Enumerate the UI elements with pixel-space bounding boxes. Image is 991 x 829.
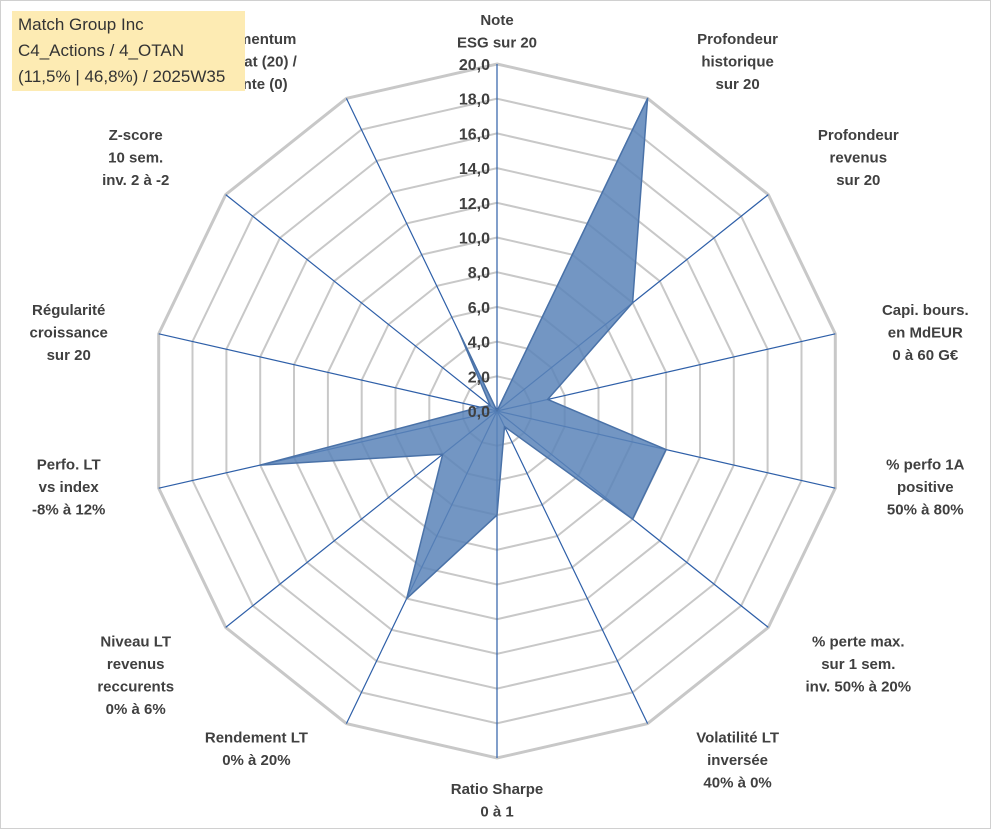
axis-label: reccurents bbox=[97, 678, 174, 695]
axis-label: 50% à 80% bbox=[887, 502, 964, 519]
tick-label: 18,0 bbox=[459, 92, 490, 109]
axis-label: Capi. bours. bbox=[882, 302, 969, 319]
axis-spoke bbox=[496, 333, 836, 412]
axis-label: % perfo 1A bbox=[886, 457, 965, 474]
axis-label: revenus bbox=[107, 656, 165, 673]
axis-label: Z-score bbox=[109, 127, 163, 144]
axis-label: Volatilité LT bbox=[696, 730, 779, 747]
axis-label: 40% à 0% bbox=[703, 775, 771, 792]
info-stats-week: (11,5% | 46,8%) / 2025W35 bbox=[18, 67, 226, 86]
axis-label: 0 à 1 bbox=[480, 804, 513, 821]
axis-spoke bbox=[225, 194, 498, 412]
axis-label: Niveau LT bbox=[100, 633, 171, 650]
axis-label: positive bbox=[897, 479, 954, 496]
tick-label: 12,0 bbox=[459, 196, 490, 213]
axis-label: Perfo. LT bbox=[37, 457, 101, 474]
axis-label: inv. 2 à -2 bbox=[102, 172, 169, 189]
axis-label: 0 à 60 G€ bbox=[892, 347, 959, 364]
tick-label: 20,0 bbox=[459, 57, 490, 74]
axis-label: Note bbox=[480, 12, 513, 29]
axis-label: historique bbox=[701, 53, 774, 70]
tick-label: 2,0 bbox=[468, 369, 490, 386]
axis-label: Rendement LT bbox=[205, 730, 308, 747]
data-series-area bbox=[259, 97, 667, 600]
axis-label: Profondeur bbox=[697, 31, 778, 48]
tick-label: 14,0 bbox=[459, 161, 490, 178]
tick-label: 6,0 bbox=[468, 300, 490, 317]
axis-label: inversée bbox=[707, 752, 768, 769]
axis-label: sur 20 bbox=[836, 172, 880, 189]
axis-label: sur 20 bbox=[715, 76, 759, 93]
axis-label: vs index bbox=[39, 479, 100, 496]
axis-label: 0% à 6% bbox=[106, 701, 166, 718]
axis-label: sur 1 sem. bbox=[821, 656, 895, 673]
tick-label: 16,0 bbox=[459, 126, 490, 143]
tick-label: 4,0 bbox=[468, 335, 490, 352]
tick-label: 10,0 bbox=[459, 231, 490, 248]
tick-label: 0,0 bbox=[468, 404, 490, 421]
axis-label: revenus bbox=[830, 150, 888, 167]
axis-labels: Note ESG sur 20 Profondeur historique sur 20… bbox=[30, 12, 969, 821]
axis-label: sur 20 bbox=[47, 347, 91, 364]
axis-label: % perte max. bbox=[812, 633, 905, 650]
axis-label: Ratio Sharpe bbox=[451, 781, 544, 798]
tick-labels: 0,0 2,0 4,0 6,0 8,0 10,0 12,0 14,0 16,0 18,0 20,0 bbox=[459, 57, 490, 421]
axis-label: 10 sem. bbox=[108, 150, 163, 167]
axis-label: en MdEUR bbox=[888, 325, 963, 342]
axis-label: inv. 50% à 20% bbox=[805, 678, 911, 695]
axis-label: 0% à 20% bbox=[222, 752, 290, 769]
info-category: C4_Actions / 4_OTAN bbox=[18, 41, 184, 60]
axis-label: Profondeur bbox=[818, 127, 899, 144]
info-company-name: Match Group Inc bbox=[18, 15, 144, 34]
axis-label: ESG sur 20 bbox=[457, 35, 537, 52]
info-box: Match Group Inc C4_Actions / 4_OTAN (11,… bbox=[12, 11, 245, 91]
axis-label: -8% à 12% bbox=[32, 502, 105, 519]
tick-label: 8,0 bbox=[468, 265, 490, 282]
axis-spoke bbox=[158, 333, 498, 412]
axis-spoke bbox=[496, 410, 649, 724]
axis-label: croissance bbox=[30, 325, 108, 342]
axis-label: Régularité bbox=[32, 302, 105, 319]
